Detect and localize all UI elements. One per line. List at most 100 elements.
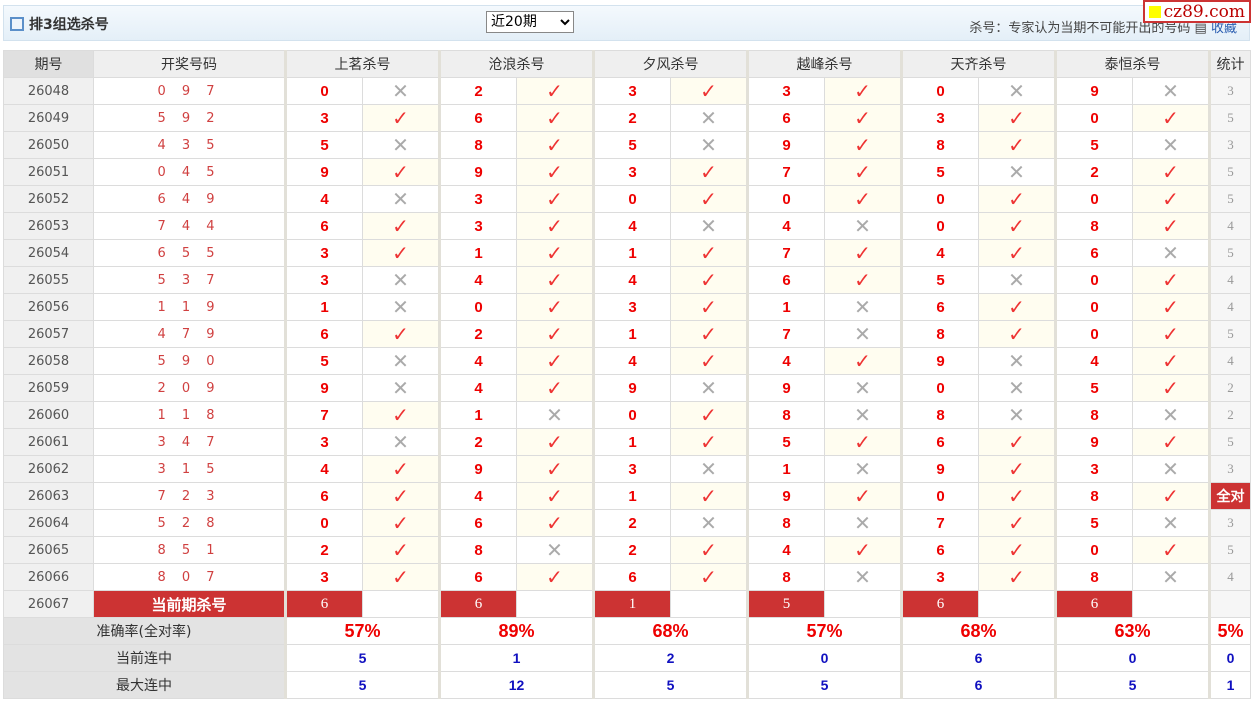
check-icon: ✓: [362, 401, 440, 429]
kill-number: 6: [900, 293, 979, 321]
draw-cell: 0 4 5: [93, 158, 286, 186]
kill-number: 8: [746, 563, 825, 591]
check-icon: ✓: [516, 320, 594, 348]
footer-value: 2: [592, 644, 748, 672]
empty-cell: [670, 590, 748, 618]
check-icon: ✓: [1132, 104, 1210, 132]
check-icon: ✓: [362, 509, 440, 537]
col-expert: 夕风杀号: [592, 50, 748, 78]
cross-icon: ✕: [362, 77, 440, 105]
kill-number: 3: [592, 293, 671, 321]
cross-icon: ✕: [1132, 239, 1210, 267]
check-icon: ✓: [978, 320, 1056, 348]
current-kill-number: 6: [1054, 590, 1133, 618]
issue-cell: 26053: [3, 212, 94, 240]
check-icon: ✓: [978, 455, 1056, 483]
check-icon: ✓: [362, 455, 440, 483]
kill-number: 1: [592, 320, 671, 348]
check-icon: ✓: [516, 212, 594, 240]
kill-number: 0: [1054, 536, 1133, 564]
check-icon: ✓: [978, 563, 1056, 591]
check-icon: ✓: [362, 563, 440, 591]
footer-value: 63%: [1054, 617, 1210, 645]
stat-cell: 4: [1208, 266, 1251, 294]
cross-icon: ✕: [978, 347, 1056, 375]
check-icon: ✓: [1132, 347, 1210, 375]
footer-value: 5: [746, 671, 902, 699]
footer-label: 准确率(全对率): [3, 617, 286, 645]
footer-value: 0: [1054, 644, 1210, 672]
cross-icon: ✕: [670, 455, 748, 483]
col-expert: 越峰杀号: [746, 50, 902, 78]
kill-number: 9: [746, 374, 825, 402]
check-icon: ✓: [978, 428, 1056, 456]
issue-cell: 26062: [3, 455, 94, 483]
cross-icon: ✕: [978, 158, 1056, 186]
draw-cell: 1 1 8: [93, 401, 286, 429]
period-select[interactable]: 近20期: [486, 11, 574, 33]
col-expert: 上茗杀号: [284, 50, 440, 78]
kill-number: 2: [592, 104, 671, 132]
check-icon: ✓: [516, 104, 594, 132]
kill-number: 3: [592, 77, 671, 105]
check-icon: ✓: [362, 104, 440, 132]
draw-cell: 5 9 0: [93, 347, 286, 375]
check-icon: ✓: [516, 266, 594, 294]
cross-icon: ✕: [670, 212, 748, 240]
check-icon: ✓: [978, 104, 1056, 132]
cross-icon: ✕: [516, 536, 594, 564]
check-icon: ✓: [670, 239, 748, 267]
check-icon: ✓: [1132, 293, 1210, 321]
cross-icon: ✕: [978, 266, 1056, 294]
check-icon: ✓: [1132, 536, 1210, 564]
table-row: 26065 8 5 1 2 ✓ 8 ✕ 2 ✓ 4 ✓ 6 ✓ 0 ✓ 5: [3, 536, 1251, 564]
kill-number: 2: [284, 536, 363, 564]
draw-cell: 7 2 3: [93, 482, 286, 510]
kill-number: 6: [284, 482, 363, 510]
stat-cell: [1208, 590, 1251, 618]
kill-number: 7: [284, 401, 363, 429]
favorite-link[interactable]: 收藏: [1210, 21, 1237, 36]
kill-number: 9: [438, 455, 517, 483]
table-row: 26053 7 4 4 6 ✓ 3 ✓ 4 ✕ 4 ✕ 0 ✓ 8 ✓ 4: [3, 212, 1251, 240]
kill-number: 0: [1054, 266, 1133, 294]
kill-number: 7: [746, 158, 825, 186]
draw-cell: 5 2 8: [93, 509, 286, 537]
check-icon: ✓: [978, 509, 1056, 537]
table-row: 26055 5 3 7 3 ✕ 4 ✓ 4 ✓ 6 ✓ 5 ✕ 0 ✓ 4: [3, 266, 1251, 294]
kill-number: 1: [592, 239, 671, 267]
issue-cell: 26059: [3, 374, 94, 402]
table-row: 26064 5 2 8 0 ✓ 6 ✓ 2 ✕ 8 ✕ 7 ✓ 5 ✕ 3: [3, 509, 1251, 537]
kill-number: 9: [746, 131, 825, 159]
kill-number: 9: [592, 374, 671, 402]
kill-number: 0: [900, 77, 979, 105]
kill-number: 6: [900, 536, 979, 564]
stat-cell: 5: [1208, 320, 1251, 348]
cross-icon: ✕: [670, 374, 748, 402]
cross-icon: ✕: [1132, 563, 1210, 591]
kill-number: 6: [284, 212, 363, 240]
logo: cz89.com: [1142, 0, 1251, 23]
kill-number: 4: [438, 374, 517, 402]
kill-number: 9: [1054, 77, 1133, 105]
kill-number: 0: [1054, 320, 1133, 348]
cross-icon: ✕: [978, 401, 1056, 429]
check-icon: ✓: [824, 239, 902, 267]
current-kill-number: 1: [592, 590, 671, 618]
table-row: 26051 0 4 5 9 ✓ 9 ✓ 3 ✓ 7 ✓ 5 ✕ 2 ✓ 5: [3, 158, 1251, 186]
table-row: 26059 2 0 9 9 ✕ 4 ✓ 9 ✕ 9 ✕ 0 ✕ 5 ✓ 2: [3, 374, 1251, 402]
kill-number: 3: [1054, 455, 1133, 483]
kill-number: 8: [1054, 482, 1133, 510]
col-draw: 开奖号码: [93, 50, 286, 78]
footer-value: 0: [746, 644, 902, 672]
kill-number: 5: [592, 131, 671, 159]
footer-value: 68%: [900, 617, 1056, 645]
col-expert: 泰恒杀号: [1054, 50, 1210, 78]
kill-number: 5: [900, 266, 979, 294]
kill-number: 8: [900, 320, 979, 348]
empty-cell: [362, 590, 440, 618]
kill-number: 9: [438, 158, 517, 186]
logo-square-icon: [1148, 5, 1161, 18]
kill-number: 3: [746, 77, 825, 105]
issue-cell: 26067: [3, 590, 94, 618]
